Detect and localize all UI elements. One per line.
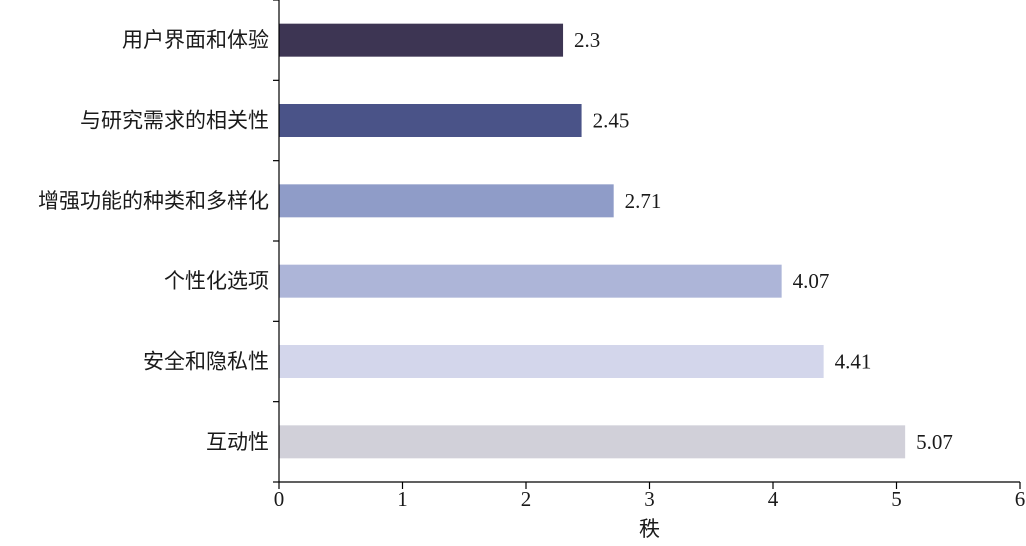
value-label-3: 2.71: [625, 189, 662, 213]
category-label-1: 用户界面和体验: [122, 28, 269, 52]
x-axis-title: 秩: [639, 517, 660, 541]
y-ticks-group: [273, 0, 279, 483]
bar-4: [279, 264, 782, 298]
bar-1: [279, 23, 564, 57]
axes-group: [278, 0, 1020, 483]
x-tick-label-4: 4: [768, 487, 779, 511]
x-tick-label-6: 6: [1015, 487, 1026, 511]
value-label-2: 2.45: [593, 109, 630, 133]
bars-group: [279, 23, 906, 459]
x-ticks-group: 0 1 2 3 4 5 6: [274, 482, 1026, 511]
x-tick-label-5: 5: [891, 487, 902, 511]
category-label-3: 增强功能的种类和多样化: [38, 189, 269, 213]
value-label-1: 2.3: [574, 28, 600, 52]
category-labels-group: 用户界面和体验与研究需求的相关性增强功能的种类和多样化个性化选项安全和隐私性互动…: [38, 28, 269, 454]
value-labels-group: 2.3 2.45 2.71 4.07 4.41 5.07: [574, 28, 953, 454]
category-label-6: 互动性: [206, 430, 269, 454]
x-tick-label-0: 0: [274, 487, 285, 511]
x-tick-label-3: 3: [644, 487, 655, 511]
value-label-4: 4.07: [793, 269, 830, 293]
bar-2: [279, 104, 582, 137]
bar-6: [279, 425, 906, 459]
value-label-6: 5.07: [916, 430, 953, 454]
category-label-5: 安全和隐私性: [143, 350, 269, 374]
x-tick-label-1: 1: [397, 487, 408, 511]
category-label-4: 个性化选项: [164, 269, 269, 293]
bar-3: [279, 184, 614, 218]
bar-5: [279, 345, 824, 378]
category-label-2: 与研究需求的相关性: [80, 109, 269, 133]
value-label-5: 4.41: [835, 350, 872, 374]
x-tick-label-2: 2: [521, 487, 532, 511]
